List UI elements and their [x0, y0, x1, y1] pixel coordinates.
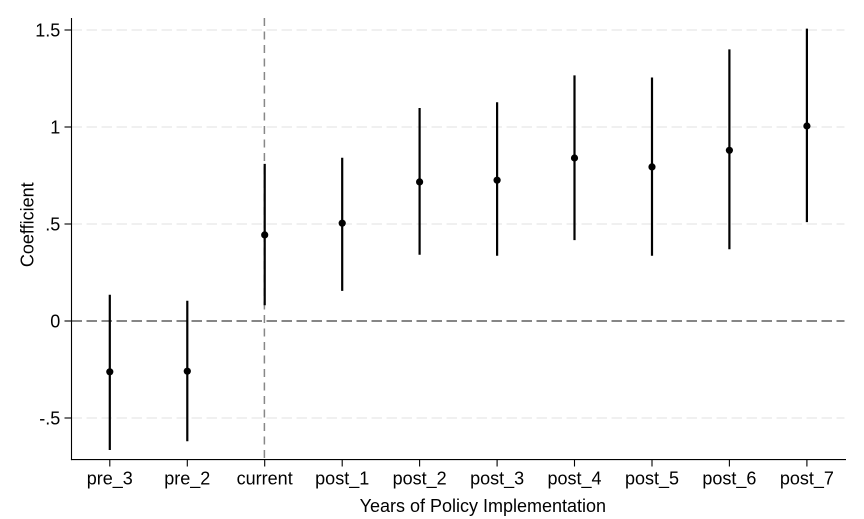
svg-text:post_6: post_6 — [702, 469, 756, 490]
svg-text:post_5: post_5 — [625, 469, 679, 490]
svg-text:post_3: post_3 — [470, 469, 524, 490]
svg-text:1.5: 1.5 — [35, 21, 60, 41]
svg-text:pre_3: pre_3 — [87, 469, 133, 490]
svg-text:current: current — [237, 469, 293, 489]
svg-text:post_4: post_4 — [547, 469, 601, 490]
svg-text:Coefficient: Coefficient — [18, 182, 38, 267]
svg-text:1: 1 — [50, 118, 60, 138]
svg-text:0: 0 — [50, 312, 60, 332]
svg-text:post_2: post_2 — [393, 469, 447, 490]
svg-text:.5: .5 — [45, 215, 60, 235]
svg-text:post_1: post_1 — [315, 469, 369, 490]
svg-text:-.5: -.5 — [39, 409, 60, 429]
svg-text:pre_2: pre_2 — [164, 469, 210, 490]
svg-text:post_7: post_7 — [780, 469, 834, 490]
svg-text:Years of Policy Implementation: Years of Policy Implementation — [360, 496, 606, 516]
